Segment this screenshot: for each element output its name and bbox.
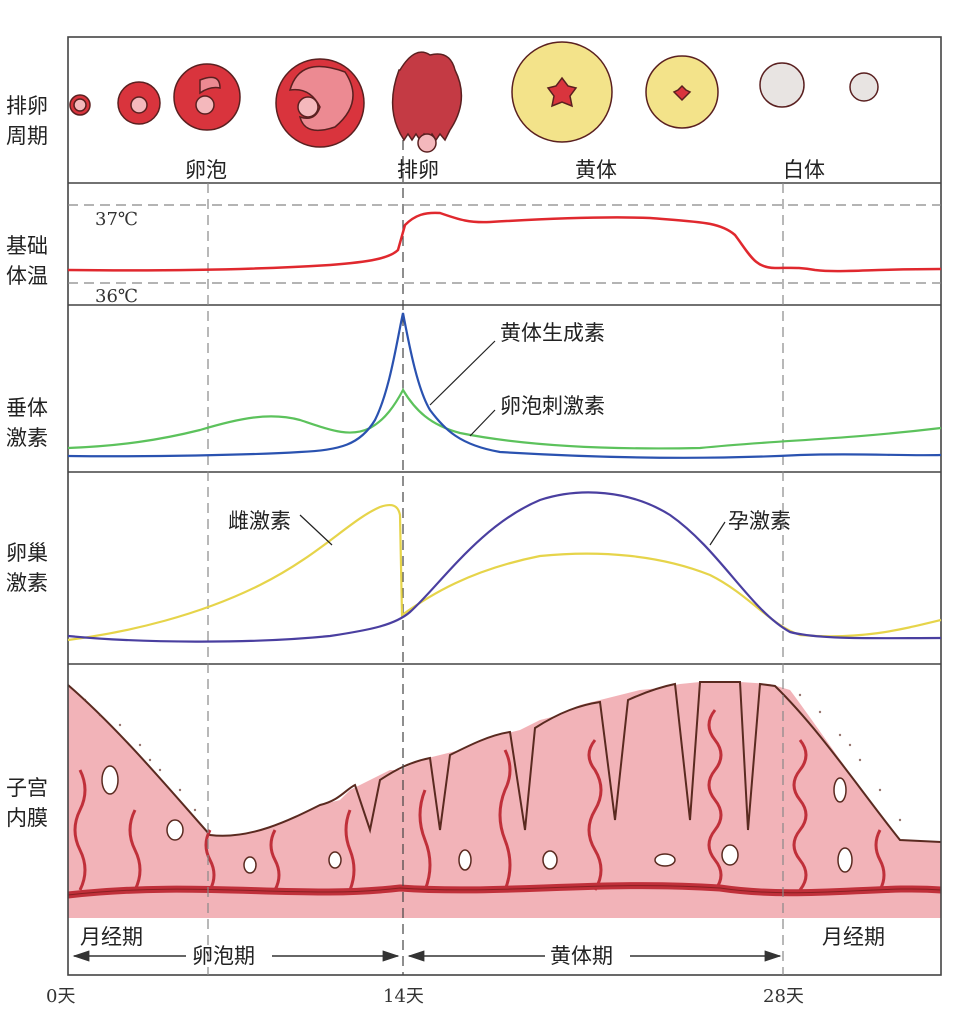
row-label: 周期	[6, 124, 48, 148]
row-label: 垂体	[6, 396, 48, 420]
progesterone-curve	[67, 491, 942, 643]
endometrium-illustration	[67, 681, 942, 918]
day-gridlines	[207, 140, 784, 975]
progesterone-label: 孕激素	[728, 509, 791, 533]
stage-label-corpus-luteum: 黄体	[575, 158, 617, 182]
estrogen-label: 雌激素	[228, 509, 291, 533]
temp-36-label: 36℃	[95, 286, 138, 307]
row-label: 体温	[6, 264, 48, 288]
fsh-leader-line	[469, 409, 496, 437]
progesterone-leader-line	[709, 521, 726, 546]
day-14-label: 14天	[383, 986, 424, 1007]
stage-label-corpus-albicans: 白体	[783, 158, 825, 182]
phase-menstrual-right: 月经期	[822, 925, 885, 949]
fsh-curve	[67, 387, 942, 450]
day-28-label: 28天	[763, 986, 804, 1007]
temp-37-label: 37℃	[95, 209, 138, 230]
row-labels: 排卵 周期 基础 体温 垂体 激素 卵巢 激素 子宫 内膜	[6, 94, 48, 830]
fsh-label: 卵泡刺激素	[500, 394, 605, 418]
phase-luteal: 黄体期	[550, 944, 613, 968]
estrogen-curve	[67, 504, 942, 642]
ovary-stage-illustrations	[69, 41, 879, 153]
estrogen-leader-line	[299, 514, 333, 546]
row-label: 子宫	[6, 776, 48, 800]
row-label: 卵巢	[6, 541, 48, 565]
ovary-stage-labels: 卵泡 排卵 黄体 白体	[185, 158, 825, 182]
day-0-label: 0天	[46, 986, 75, 1007]
lh-leader-line	[429, 340, 496, 406]
phase-follicular: 卵泡期	[192, 944, 255, 968]
stage-label-follicle: 卵泡	[185, 158, 227, 182]
lh-label: 黄体生成素	[500, 321, 605, 345]
basal-temp-curve	[67, 211, 942, 273]
stage-label-ovulation: 排卵	[397, 158, 439, 182]
row-label: 激素	[6, 571, 48, 595]
phase-menstrual-left: 月经期	[80, 925, 143, 949]
panel-dividers	[68, 182, 941, 665]
diagram-frame	[67, 36, 942, 976]
row-label: 激素	[6, 426, 48, 450]
row-label: 排卵	[6, 94, 48, 118]
lh-curve	[67, 312, 942, 459]
row-label: 基础	[6, 234, 48, 258]
row-label: 内膜	[6, 806, 48, 830]
